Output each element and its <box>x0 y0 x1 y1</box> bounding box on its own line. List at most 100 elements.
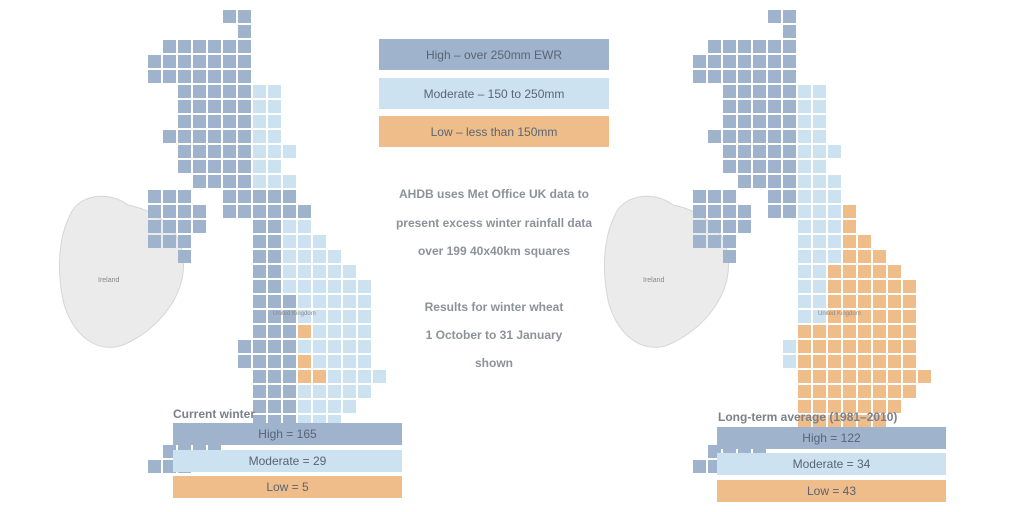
grid-square-high <box>738 40 751 53</box>
grid-square-high <box>693 235 706 248</box>
grid-square-moderate <box>358 370 371 383</box>
longterm-moderate-label: Moderate = 34 <box>792 457 871 471</box>
grid-square-high <box>768 10 781 23</box>
grid-square-low <box>903 310 916 323</box>
grid-square-high <box>253 370 266 383</box>
grid-square-high <box>193 145 206 158</box>
grid-square-high <box>193 40 206 53</box>
grid-square-moderate <box>253 145 266 158</box>
grid-square-high <box>768 145 781 158</box>
grid-square-high <box>738 130 751 143</box>
grid-square-low <box>873 355 886 368</box>
grid-square-moderate <box>313 265 326 278</box>
grid-square-moderate <box>798 295 811 308</box>
grid-square-high <box>283 355 296 368</box>
grid-square-high <box>268 280 281 293</box>
grid-square-moderate <box>798 250 811 263</box>
grid-square-high <box>178 85 191 98</box>
grid-square-high <box>163 40 176 53</box>
grid-square-moderate <box>343 310 356 323</box>
grid-square-low <box>813 370 826 383</box>
grid-square-low <box>888 400 901 413</box>
grid-square-high <box>723 220 736 233</box>
grid-square-moderate <box>813 190 826 203</box>
grid-square-high <box>268 295 281 308</box>
grid-square-moderate <box>253 160 266 173</box>
grid-square-high <box>753 130 766 143</box>
grid-square-high <box>238 10 251 23</box>
grid-square-high <box>738 175 751 188</box>
grid-square-high <box>253 325 266 338</box>
grid-square-high <box>723 160 736 173</box>
grid-square-moderate <box>813 295 826 308</box>
grid-square-moderate <box>253 115 266 128</box>
grid-square-high <box>163 445 176 458</box>
grid-square-high <box>768 160 781 173</box>
grid-square-high <box>193 175 206 188</box>
grid-square-high <box>238 130 251 143</box>
grid-square-high <box>163 220 176 233</box>
grid-square-moderate <box>283 175 296 188</box>
grid-square-high <box>223 175 236 188</box>
grid-square-moderate <box>343 385 356 398</box>
grid-square-moderate <box>798 235 811 248</box>
grid-square-low <box>873 310 886 323</box>
grid-square-high <box>253 310 266 323</box>
grid-square-moderate <box>358 295 371 308</box>
ireland-landmass <box>604 195 730 348</box>
grid-square-high <box>268 385 281 398</box>
grid-square-low <box>813 400 826 413</box>
grid-square-high <box>283 400 296 413</box>
grid-square-high <box>753 55 766 68</box>
grid-square-moderate <box>828 235 841 248</box>
grid-square-moderate <box>828 205 841 218</box>
grid-square-high <box>708 55 721 68</box>
grid-square-moderate <box>313 340 326 353</box>
grid-square-moderate <box>798 265 811 278</box>
grid-square-moderate <box>798 205 811 218</box>
grid-square-moderate <box>298 310 311 323</box>
grid-square-high <box>693 205 706 218</box>
current-moderate-bar: Moderate = 29 <box>173 450 402 472</box>
grid-square-moderate <box>813 100 826 113</box>
grid-square-high <box>283 340 296 353</box>
grid-square-high <box>163 235 176 248</box>
grid-square-high <box>223 55 236 68</box>
grid-square-high <box>223 190 236 203</box>
grid-square-low <box>858 280 871 293</box>
grid-square-moderate <box>298 340 311 353</box>
grid-square-high <box>238 40 251 53</box>
grid-square-low <box>828 310 841 323</box>
grid-square-high <box>768 130 781 143</box>
grid-square-low <box>903 280 916 293</box>
grid-square-high <box>298 205 311 218</box>
grid-square-low <box>828 265 841 278</box>
grid-square-low <box>873 280 886 293</box>
grid-square-high <box>238 100 251 113</box>
grid-square-high <box>753 115 766 128</box>
grid-square-high <box>708 205 721 218</box>
grid-square-moderate <box>328 265 341 278</box>
grid-square-high <box>178 220 191 233</box>
grid-square-moderate <box>813 175 826 188</box>
grid-square-high <box>208 175 221 188</box>
grid-square-high <box>768 55 781 68</box>
grid-square-low <box>798 400 811 413</box>
grid-square-high <box>148 55 161 68</box>
grid-square-low <box>843 355 856 368</box>
grid-square-high <box>738 220 751 233</box>
grid-square-low <box>858 265 871 278</box>
grid-square-low <box>828 325 841 338</box>
grid-square-high <box>753 85 766 98</box>
grid-square-moderate <box>298 280 311 293</box>
grid-square-high <box>268 235 281 248</box>
grid-square-low <box>873 265 886 278</box>
grid-square-high <box>163 130 176 143</box>
grid-square-high <box>208 160 221 173</box>
grid-square-high <box>723 100 736 113</box>
grid-square-low <box>903 355 916 368</box>
grid-square-high <box>768 115 781 128</box>
grid-square-low <box>828 355 841 368</box>
grid-square-moderate <box>328 370 341 383</box>
grid-square-high <box>283 310 296 323</box>
